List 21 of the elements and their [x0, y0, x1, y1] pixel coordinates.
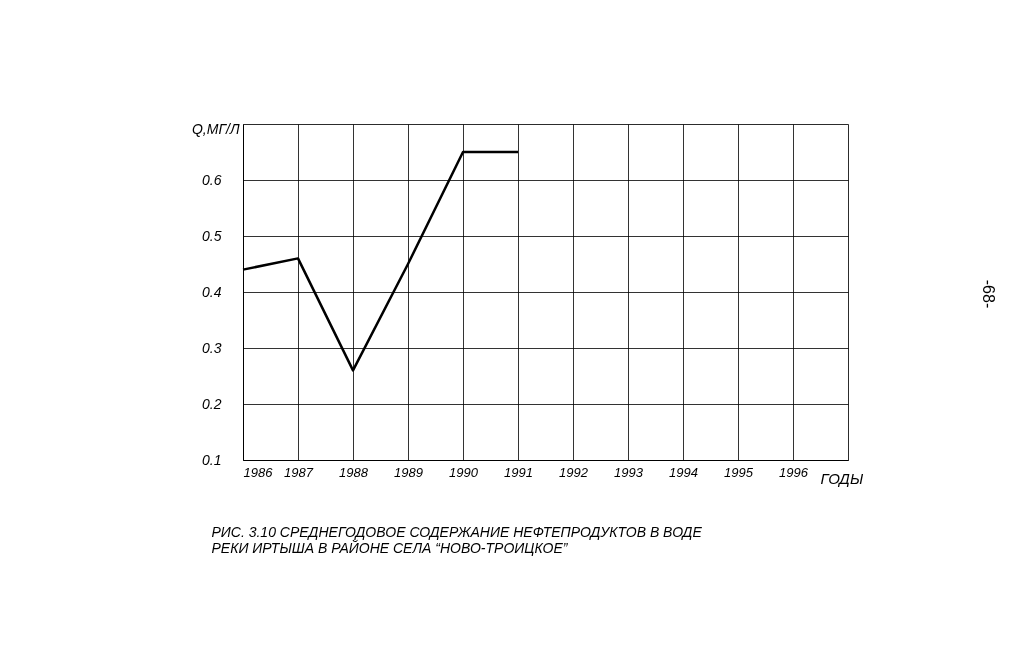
x-tick-label: 1992 [559, 464, 589, 480]
x-tick-label: 1996 [779, 464, 809, 480]
x-tick-label: 1986 [243, 464, 274, 480]
y-tick-label: 0.1 [202, 451, 222, 468]
text: -68- [980, 279, 997, 309]
y-tick-label: 0.5 [202, 227, 222, 244]
x-tick-label: 1989 [394, 464, 423, 480]
x-tick-label: 1987 [284, 464, 314, 480]
y-tick-label: 0.6 [202, 171, 222, 188]
x-tick-label: 1990 [449, 464, 479, 480]
x-tick-label: 1988 [339, 464, 369, 480]
x-tick-label: 1991 [504, 464, 533, 480]
y-axis-title: Q,МГ/Л [191, 120, 240, 137]
x-tick-label: 1993 [614, 464, 644, 480]
y-tick-label: 0.3 [202, 339, 222, 356]
x-tick-label: 1995 [724, 464, 754, 480]
text: РИС. 3.10 СРЕДНЕГОДОВОЕ СОДЕРЖАНИЕ НЕФТЕПРОДУКТОВ В ВОДЕ РЕКИ ИРТЫША В РАЙОНЕ СЕЛА “НОВО-ТРОИЦКОЕ” [211, 524, 703, 556]
y-tick-label: 0.2 [202, 395, 222, 412]
y-tick-label: 0.4 [202, 283, 222, 300]
x-axis-title: ГОДЫ [820, 469, 864, 487]
x-tick-label: 1994 [669, 464, 698, 480]
